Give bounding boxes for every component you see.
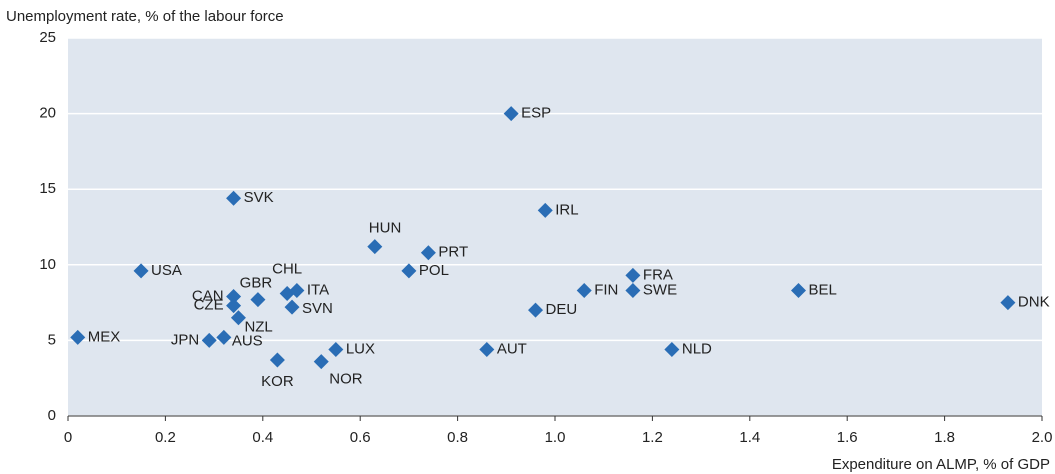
point-label: LUX [346,340,375,357]
x-tick-label: 0.6 [350,429,371,446]
point-label: SVN [302,300,333,317]
plot-area [68,38,1042,416]
point-label: NOR [329,371,363,388]
x-tick-label: 2.0 [1032,429,1053,446]
x-axis-title: Expenditure on ALMP, % of GDP [832,456,1050,473]
point-label: PRT [438,244,468,261]
y-tick-label: 15 [39,180,56,197]
point [576,283,592,299]
point-label: AUS [232,332,263,349]
y-axis-title: Unemployment rate, % of the labour force [6,8,284,25]
point-label: CZE [194,297,224,314]
point-label: KOR [261,373,294,390]
x-tick-label: 1.0 [545,429,566,446]
x-tick-label: 0 [64,429,72,446]
point-label: HUN [369,220,402,237]
point [313,354,329,370]
point-label: DEU [546,301,578,318]
point [479,341,495,357]
point [503,106,519,122]
y-tick-label: 5 [48,331,56,348]
point [401,263,417,279]
x-tick-label: 0.8 [447,429,468,446]
point-label: ESP [521,105,551,122]
point-label: MEX [88,328,121,345]
point-label: AUT [497,340,527,357]
point-label: BEL [809,281,837,298]
point [201,332,217,348]
point-label: SWE [643,281,677,298]
point [625,283,641,299]
y-tick-label: 25 [39,29,56,46]
point-label: CHL [272,260,302,277]
point-label: POL [419,262,449,279]
point [133,263,149,279]
point [664,341,680,357]
point [420,245,436,261]
x-tick-label: 0.4 [252,429,273,446]
y-tick-label: 10 [39,256,56,273]
point [216,329,232,345]
point-label: SVK [244,189,274,206]
point-label: JPN [171,331,199,348]
x-tick-label: 1.6 [837,429,858,446]
x-tick-label: 1.4 [739,429,760,446]
point-label: IRL [555,201,578,218]
y-tick-label: 20 [39,105,56,122]
point [528,302,544,318]
point [70,329,86,345]
x-tick-label: 1.2 [642,429,663,446]
point-label: ITA [307,281,329,298]
point [537,202,553,218]
point [367,239,383,255]
point-label: NLD [682,340,712,357]
point [226,298,242,314]
point-label: FIN [594,281,618,298]
point-label: FRA [643,266,673,283]
point-label: NZL [244,319,272,336]
point [791,283,806,299]
point [625,267,641,283]
point-label: USA [151,262,182,279]
point [269,352,285,368]
point-label: CAN [192,288,224,305]
x-tick-label: 1.8 [934,429,955,446]
point [226,190,242,206]
point [328,341,344,357]
point-label: DNK [1018,294,1050,311]
point [289,283,305,299]
point [230,310,246,326]
point [226,289,242,305]
point [1000,295,1016,311]
point-label: GBR [240,275,273,292]
y-tick-label: 0 [48,407,56,424]
x-tick-label: 0.2 [155,429,176,446]
point [250,292,266,308]
point [284,299,300,315]
